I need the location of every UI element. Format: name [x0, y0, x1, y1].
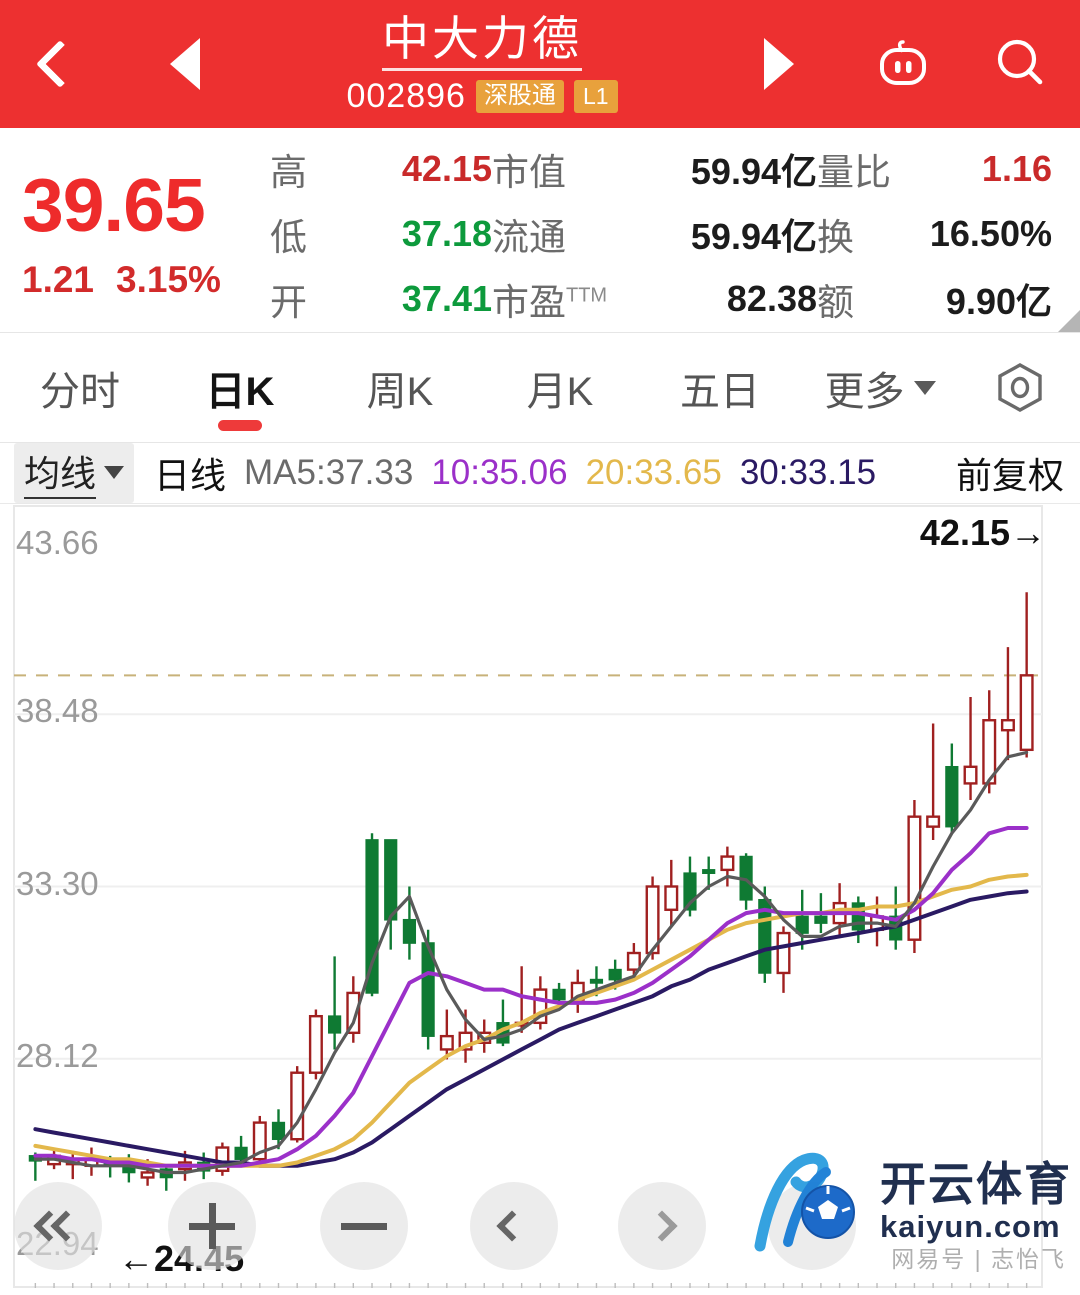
chart-settings-button[interactable]	[960, 357, 1080, 419]
step-right-button[interactable]	[618, 1182, 706, 1270]
watermark-brand-en: kaiyun.com	[880, 1208, 1061, 1244]
ma10-legend: 10:35.06	[431, 453, 568, 492]
watermark-source: 网易号 | 志怡飞	[891, 1246, 1066, 1272]
kaiyun-logo-icon	[754, 1152, 855, 1252]
stat-value-float: 59.94亿	[690, 215, 817, 257]
y-axis-label-1: 38.48	[16, 692, 99, 730]
stat-label-turnover: 换	[817, 216, 854, 258]
search-icon	[997, 39, 1043, 85]
pe-ttm-superscript: TTM	[566, 285, 608, 307]
chevron-left-icon	[35, 39, 85, 89]
ma-period-label: 日线	[154, 455, 227, 496]
ma20-legend: 20:33.65	[585, 453, 722, 492]
zoom-out-button[interactable]	[320, 1182, 408, 1270]
chevron-right-icon	[646, 1210, 678, 1242]
zoom-in-button[interactable]	[168, 1182, 256, 1270]
stock-meta: 002896 深股通 L1	[346, 77, 618, 116]
candlestick-canvas	[13, 505, 1043, 1288]
indicator-select-label: 均线	[24, 445, 97, 499]
stat-label-marketcap: 市值	[492, 151, 566, 193]
chart-period-tabs: 分时 日K 周K 月K 五日 更多	[0, 333, 1080, 443]
stock-title-block[interactable]: 中大力德 002896 深股通 L1	[250, 0, 714, 128]
tab-minute[interactable]: 分时	[40, 369, 120, 414]
high-price-annotation: 42.15→	[919, 512, 1046, 553]
chevron-down-icon	[104, 465, 125, 479]
stat-value-pe: 82.38	[726, 278, 817, 320]
stat-label-amount: 额	[817, 282, 854, 324]
stat-label-float: 流通	[492, 216, 566, 258]
watermark-brand-cn: 开云体育	[880, 1157, 1072, 1210]
app-header: 中大力德 002896 深股通 L1	[0, 0, 1080, 128]
y-axis-label-0: 43.66	[16, 524, 99, 561]
chevron-down-icon	[913, 380, 936, 395]
active-tab-indicator	[218, 419, 262, 431]
ma5-legend: MA5:37.33	[244, 453, 414, 492]
stock-name: 中大力德	[382, 12, 582, 72]
change-amount: 1.21	[22, 258, 95, 300]
robot-icon	[880, 40, 926, 85]
tab-more[interactable]: 更多	[800, 333, 960, 443]
stat-value-volume-ratio: 1.16	[981, 147, 1052, 189]
robot-assistant-button[interactable]	[844, 0, 962, 128]
plus-icon	[189, 1203, 235, 1249]
step-left-button[interactable]	[470, 1182, 558, 1270]
stat-value-turnover: 16.50%	[929, 212, 1052, 254]
stat-label-pe: 市盈TTM	[492, 282, 608, 324]
last-price: 39.65	[22, 162, 206, 247]
double-chevron-left-icon	[33, 1206, 82, 1246]
chevron-left-icon	[496, 1210, 528, 1242]
minus-icon	[341, 1222, 387, 1230]
tab-weekly-k[interactable]: 周K	[366, 369, 434, 414]
stat-value-high: 42.15	[401, 147, 492, 189]
tab-five-day[interactable]: 五日	[680, 369, 760, 414]
stat-value-marketcap: 59.94亿	[690, 150, 817, 192]
adjust-mode-label[interactable]: 前复权	[955, 455, 1064, 496]
price-change-row: 1.21 3.15%	[22, 259, 270, 301]
scroll-left-fast-button[interactable]	[14, 1182, 102, 1270]
watermark-logo: 开云体育 kaiyun.com	[742, 1142, 1072, 1260]
stat-label-low: 低	[270, 216, 307, 258]
back-button[interactable]	[0, 0, 120, 128]
stock-code: 002896	[346, 77, 466, 116]
stat-value-amount: 9.90亿	[945, 281, 1052, 323]
badge-market: 深股通	[475, 79, 564, 114]
triangle-left-icon	[170, 38, 200, 90]
ma30-legend: 30:33.15	[739, 453, 877, 492]
badge-quote-level: L1	[573, 79, 618, 114]
stat-label-high: 高	[270, 151, 307, 193]
hexagon-settings-icon	[998, 362, 1042, 412]
quote-primary: 39.65 1.21 3.15%	[0, 136, 270, 332]
tab-monthly-k[interactable]: 月K	[526, 369, 594, 414]
quote-stats-grid: 高 42.15 市值 59.94亿 量比 1.16 低 37.18 流通 59.…	[270, 136, 1080, 332]
triangle-right-icon	[764, 38, 794, 90]
stat-label-volume-ratio: 量比	[817, 151, 891, 193]
y-axis-label-2: 33.30	[16, 864, 99, 902]
watermark-text: 开云体育 kaiyun.com	[880, 1161, 1072, 1242]
previous-stock-button[interactable]	[120, 0, 250, 128]
expand-corner-icon[interactable]	[1058, 310, 1080, 332]
y-axis-label-3: 28.12	[16, 1036, 99, 1074]
quote-panel[interactable]: 39.65 1.21 3.15% 高 42.15 市值 59.94亿 量比 1.…	[0, 128, 1080, 333]
next-stock-button[interactable]	[714, 0, 844, 128]
stat-label-open: 开	[270, 282, 307, 324]
search-button[interactable]	[962, 0, 1080, 128]
stat-value-open: 37.41	[401, 278, 492, 320]
k-line-chart[interactable]: 43.66 38.48 33.30 28.12 22.94 42.15→ ←24…	[0, 503, 1080, 1288]
ma-legend-bar: 均线 日线 MA5:37.33 10:35.06 20:33.65 30:33.…	[0, 443, 1080, 503]
change-percent: 3.15%	[116, 258, 221, 300]
stat-value-low: 37.18	[401, 212, 492, 254]
tab-daily-k[interactable]: 日K	[160, 333, 320, 443]
indicator-select[interactable]: 均线	[14, 443, 135, 503]
